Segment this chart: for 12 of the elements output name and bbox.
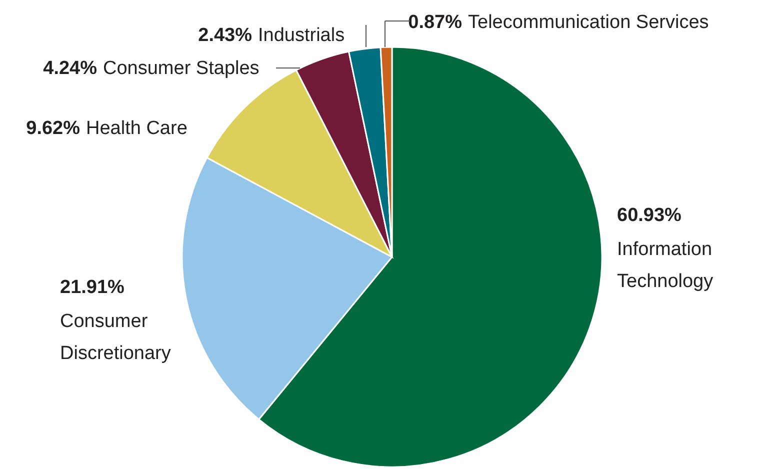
data-label: 60.93% — [617, 205, 682, 226]
slice-label: Health Care — [86, 118, 188, 139]
slice-label: Consumer Staples — [103, 58, 260, 79]
data-label: 4.24% — [43, 58, 98, 79]
data-label: 2.43% — [198, 25, 252, 46]
data-label: 0.87% — [408, 12, 462, 33]
data-label: 9.62% — [26, 118, 80, 139]
slice-label: Consumer Discretionary — [60, 311, 172, 364]
slice-label: Telecommunication Services — [468, 12, 709, 33]
data-label: 21.91% — [60, 277, 125, 298]
slice-label: Industrials — [258, 25, 345, 46]
slice-label: Information Technology — [617, 239, 714, 292]
